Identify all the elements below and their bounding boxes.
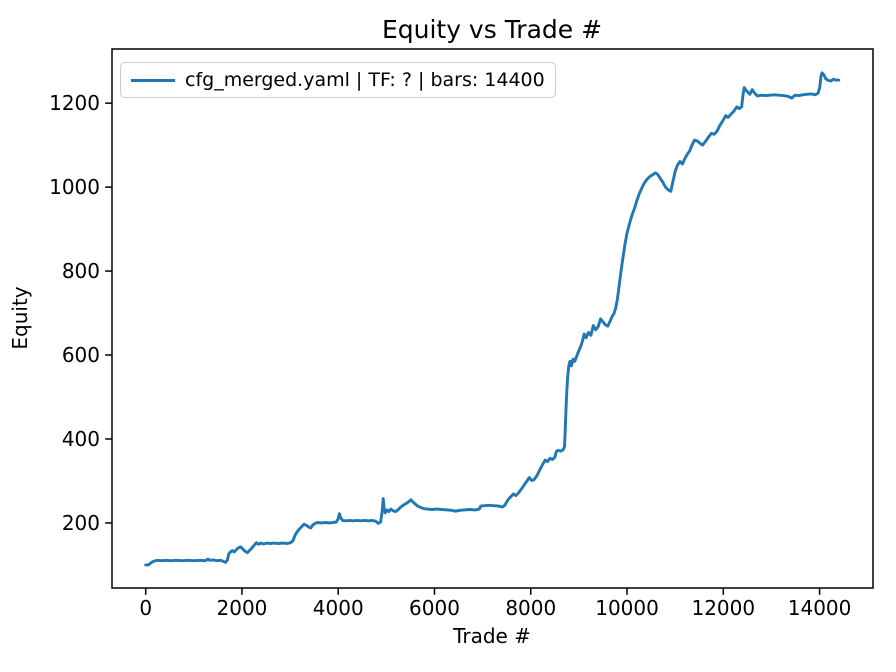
y-tick-label: 400 (62, 427, 100, 451)
chart-title: Equity vs Trade # (382, 15, 602, 44)
axes-spines (111, 48, 874, 589)
legend: cfg_merged.yaml | TF: ? | bars: 14400 (120, 62, 556, 98)
x-tick-label: 0 (139, 596, 152, 620)
x-axis-ticks: 0 2000 4000 6000 8000 10000 12000 14000 (139, 588, 851, 620)
y-tick-label: 1200 (49, 91, 100, 115)
x-tick-label: 12000 (691, 596, 755, 620)
plot-area (112, 49, 873, 588)
y-tick-label: 600 (62, 343, 100, 367)
y-axis-label: Equity (8, 286, 32, 349)
equity-line (144, 71, 841, 567)
x-tick-label: 4000 (313, 596, 364, 620)
x-axis-label: Trade # (452, 624, 531, 648)
x-tick-label: 8000 (505, 596, 556, 620)
x-tick-label: 14000 (788, 596, 852, 620)
legend-line-sample (131, 78, 175, 82)
x-tick-label: 6000 (409, 596, 460, 620)
y-tick-label: 200 (62, 511, 100, 535)
x-tick-label: 10000 (595, 596, 659, 620)
y-tick-label: 800 (62, 259, 100, 283)
x-tick-label: 2000 (217, 596, 268, 620)
y-tick-label: 1000 (49, 175, 100, 199)
legend-label: cfg_merged.yaml | TF: ? | bars: 14400 (185, 68, 545, 91)
y-axis-ticks: 200 400 600 800 1000 1200 (49, 91, 112, 535)
